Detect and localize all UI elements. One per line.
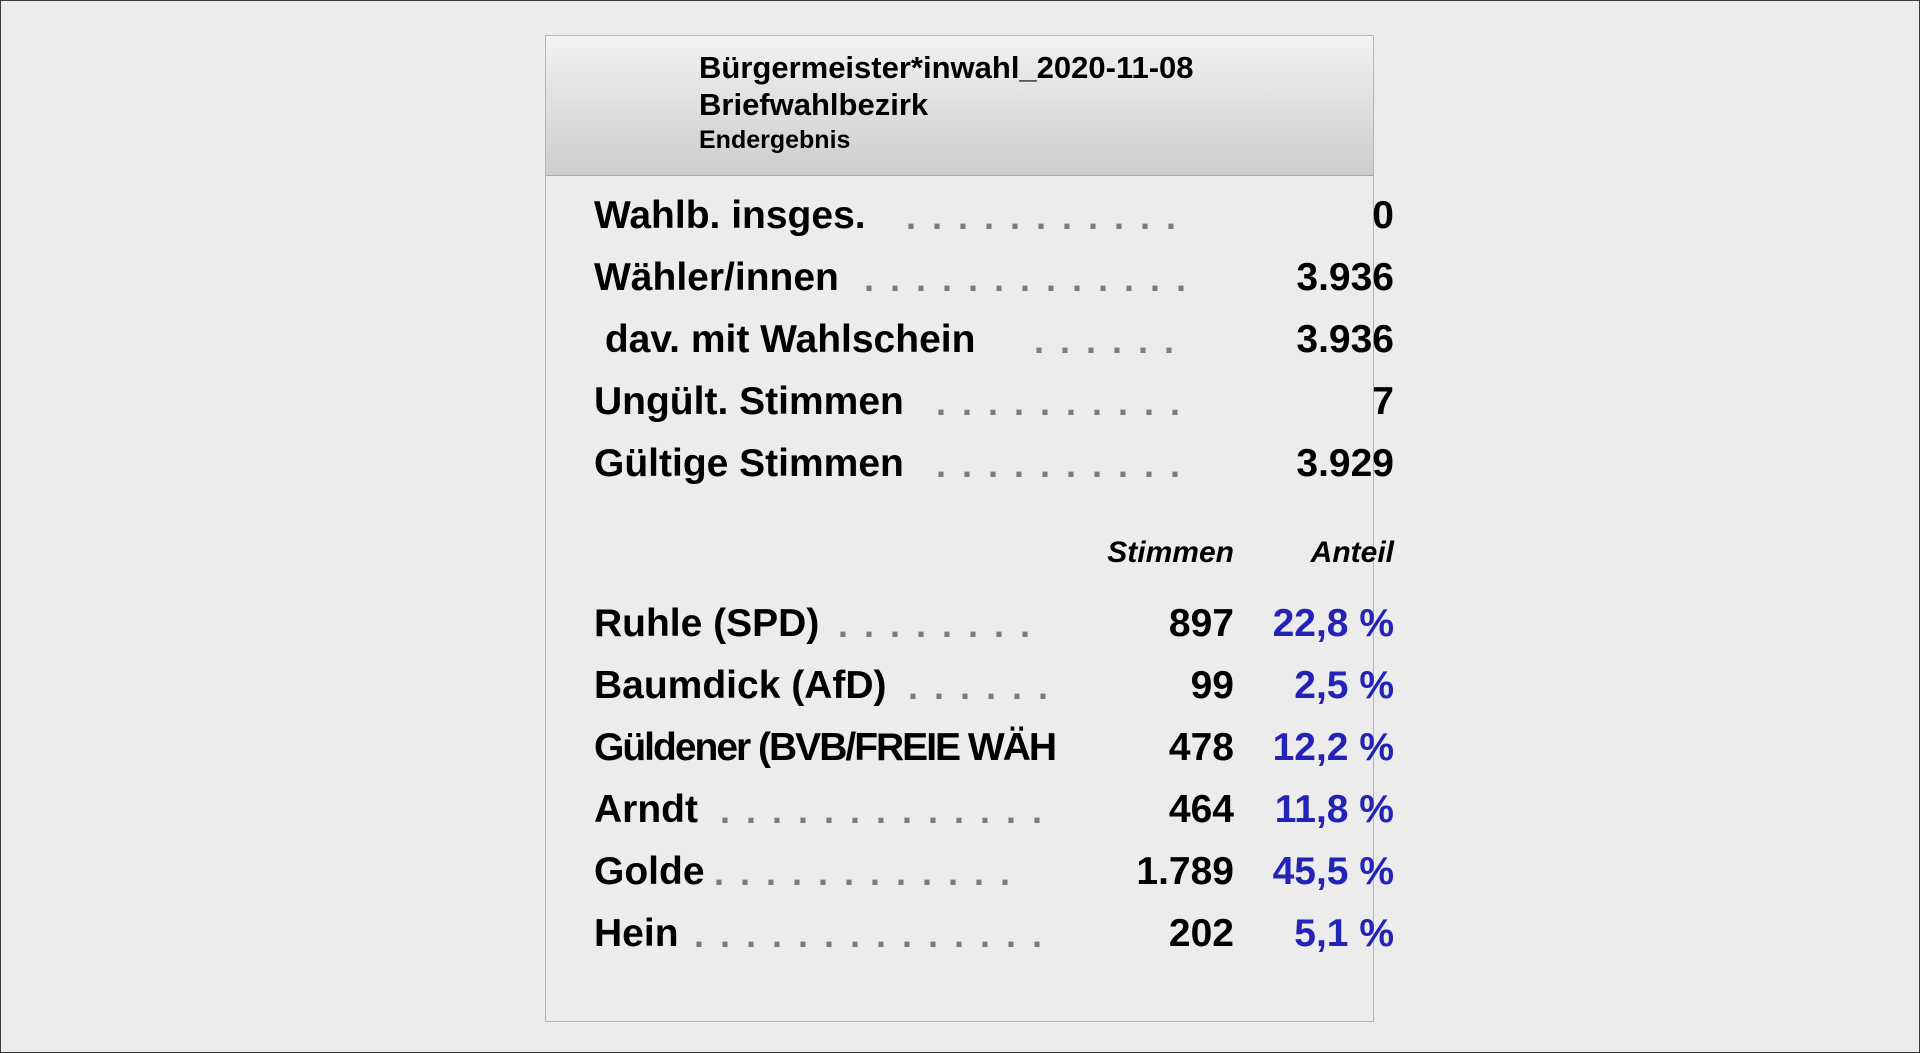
panel-header: Bürgermeister*inwahl_2020-11-08 Briefwah… xyxy=(546,36,1373,176)
candidate-share: 5,1 % xyxy=(1294,912,1394,955)
candidate-name: Güldener (BVB/FREIE WÄH xyxy=(594,726,1057,769)
candidate-row: Baumdick (AfD) . . . . . . 99 2,5 % xyxy=(594,664,1394,710)
candidate-votes: 478 xyxy=(1168,726,1234,769)
candidate-votes: 202 xyxy=(1168,912,1234,955)
candidate-share: 45,5 % xyxy=(1272,850,1394,893)
leader-dots: . . . . . . . . . . . xyxy=(906,196,1180,237)
stat-value: 3.936 xyxy=(1296,318,1394,361)
stat-value: 7 xyxy=(1372,380,1394,423)
leader-dots: . . . . . . . . . . xyxy=(936,382,1184,423)
result-panel: Bürgermeister*inwahl_2020-11-08 Briefwah… xyxy=(545,35,1394,1022)
stat-label: Gültige Stimmen xyxy=(594,442,904,485)
candidate-name: Baumdick (AfD) xyxy=(594,664,887,707)
candidate-share: 11,8 % xyxy=(1274,788,1394,831)
result-status: Endergebnis xyxy=(699,126,851,154)
candidate-votes: 897 xyxy=(1168,602,1234,645)
election-title: Bürgermeister*inwahl_2020-11-08 xyxy=(699,50,1194,85)
column-header-votes: Stimmen xyxy=(1107,536,1234,569)
stat-row-valid: Gültige Stimmen . . . . . . . . . . 3.92… xyxy=(594,442,1394,488)
leader-dots: . . . . . . . . . . . . . . xyxy=(694,914,1046,955)
leader-dots: . . . . . . . . . . . . . xyxy=(720,790,1046,831)
stat-label: Ungült. Stimmen xyxy=(594,380,904,423)
candidate-row: Hein . . . . . . . . . . . . . . 202 5,1… xyxy=(594,912,1394,958)
stat-value: 0 xyxy=(1372,194,1394,237)
candidate-votes: 464 xyxy=(1168,788,1234,831)
stat-label: dav. mit Wahlschein xyxy=(594,318,976,361)
candidate-share: 2,5 % xyxy=(1294,664,1394,707)
stat-label: Wähler/innen xyxy=(594,256,839,299)
leader-dots: . . . . . . xyxy=(1034,320,1178,361)
candidate-votes: 99 xyxy=(1190,664,1234,707)
candidate-name: Golde xyxy=(594,850,705,893)
leader-dots: . . . . . . . . xyxy=(838,604,1034,645)
stat-row-invalid: Ungült. Stimmen . . . . . . . . . . 7 xyxy=(594,380,1394,426)
stat-row-postal-ballot: dav. mit Wahlschein . . . . . . 3.936 xyxy=(594,318,1394,364)
leader-dots: . . . . . . . . . . xyxy=(936,444,1184,485)
candidate-name: Ruhle (SPD) xyxy=(594,602,820,645)
stat-value: 3.929 xyxy=(1296,442,1394,485)
candidate-name: Hein xyxy=(594,912,679,955)
candidate-row: Arndt . . . . . . . . . . . . . 464 11,8… xyxy=(594,788,1394,834)
stat-row-voters: Wähler/innen . . . . . . . . . . . . . 3… xyxy=(594,256,1394,302)
stat-label: Wahlb. insges. xyxy=(594,194,866,237)
leader-dots: . . . . . . . . . . . . xyxy=(714,852,1014,893)
candidate-share: 22,8 % xyxy=(1272,602,1394,645)
stat-value: 3.936 xyxy=(1296,256,1394,299)
leader-dots: . . . . . . xyxy=(908,666,1052,707)
leader-dots: . . . . . . . . . . . . . xyxy=(864,258,1190,299)
candidate-row: Ruhle (SPD) . . . . . . . . 897 22,8 % xyxy=(594,602,1394,648)
candidate-row: Golde . . . . . . . . . . . . 1.789 45,5… xyxy=(594,850,1394,896)
candidate-share: 12,2 % xyxy=(1272,726,1394,769)
column-header-share: Anteil xyxy=(1310,536,1394,569)
stat-row-eligible: Wahlb. insges. . . . . . . . . . . . 0 xyxy=(594,194,1394,240)
candidate-votes: 1.789 xyxy=(1136,850,1234,893)
candidate-name: Arndt xyxy=(594,788,698,831)
candidate-row: Güldener (BVB/FREIE WÄH 478 12,2 % xyxy=(594,726,1394,772)
district-name: Briefwahlbezirk xyxy=(699,87,929,122)
